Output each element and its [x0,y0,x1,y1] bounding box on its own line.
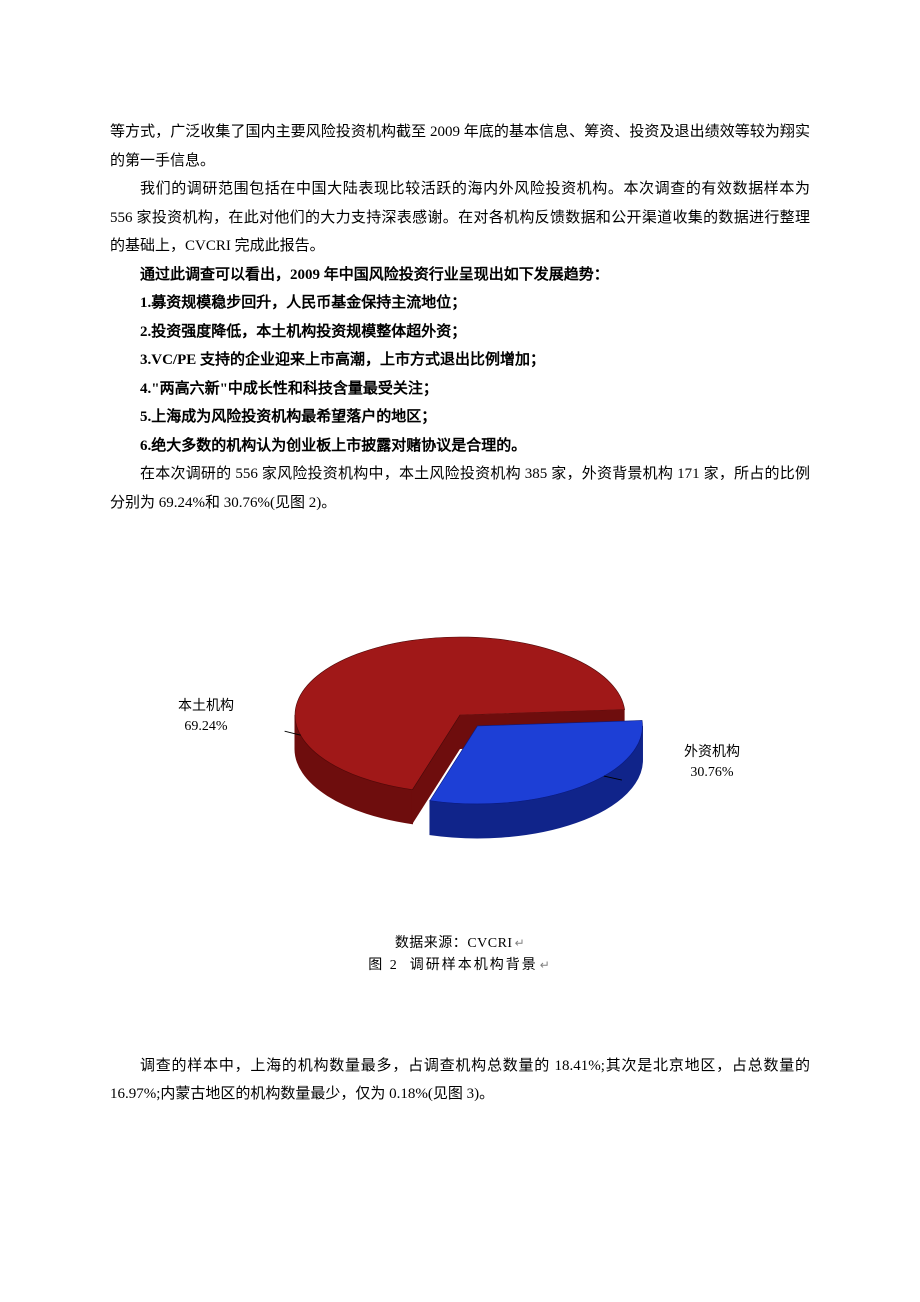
body-paragraph: 调查的样本中，上海的机构数量最多，占调查机构总数量的 18.41%;其次是北京地… [110,1052,810,1109]
pie-chart-svg [200,565,720,865]
trend-item: 5.上海成为风险投资机构最希望落户的地区； [110,403,810,432]
body-paragraph: 我们的调研范围包括在中国大陆表现比较活跃的海内外风险投资机构。本次调查的有效数据… [110,175,810,261]
trend-item: 1.募资规模稳步回升，人民币基金保持主流地位； [110,289,810,318]
pie-label-foreign: 外资机构 30.76% [684,743,740,782]
trend-item: 2.投资强度降低，本土机构投资规模整体超外资； [110,318,810,347]
figure-number: 图 2 [368,958,399,973]
source-name: CVCRI [467,936,512,951]
figure-caption: 数据来源：CVCRI↵ 图 2 调研样本机构背景↵ [110,933,810,978]
pie-label-text: 外资机构 [684,745,740,760]
pie-label-value: 69.24% [184,719,227,734]
pie-label-text: 本土机构 [178,699,234,714]
source-prefix: 数据来源： [395,936,468,951]
pie-label-value: 30.76% [690,765,733,780]
body-paragraph: 在本次调研的 556 家风险投资机构中，本土风险投资机构 385 家，外资背景机… [110,460,810,517]
body-paragraph: 等方式，广泛收集了国内主要风险投资机构截至 2009 年底的基本信息、筹资、投资… [110,118,810,175]
return-glyph-icon: ↵ [515,936,526,950]
figure-title: 调研样本机构背景 [410,958,538,973]
trend-intro: 通过此调查可以看出，2009 年中国风险投资行业呈现出如下发展趋势： [110,261,810,290]
trend-item: 3.VC/PE 支持的企业迎来上市高潮，上市方式退出比例增加； [110,346,810,375]
pie-label-domestic: 本土机构 69.24% [178,697,234,736]
return-glyph-icon: ↵ [540,958,552,972]
pie-chart-figure: 本土机构 69.24% 外资机构 30.76% [110,565,810,905]
trend-item: 4."两高六新"中成长性和科技含量最受关注； [110,375,810,404]
trend-item: 6.绝大多数的机构认为创业板上市披露对赌协议是合理的。 [110,432,810,461]
